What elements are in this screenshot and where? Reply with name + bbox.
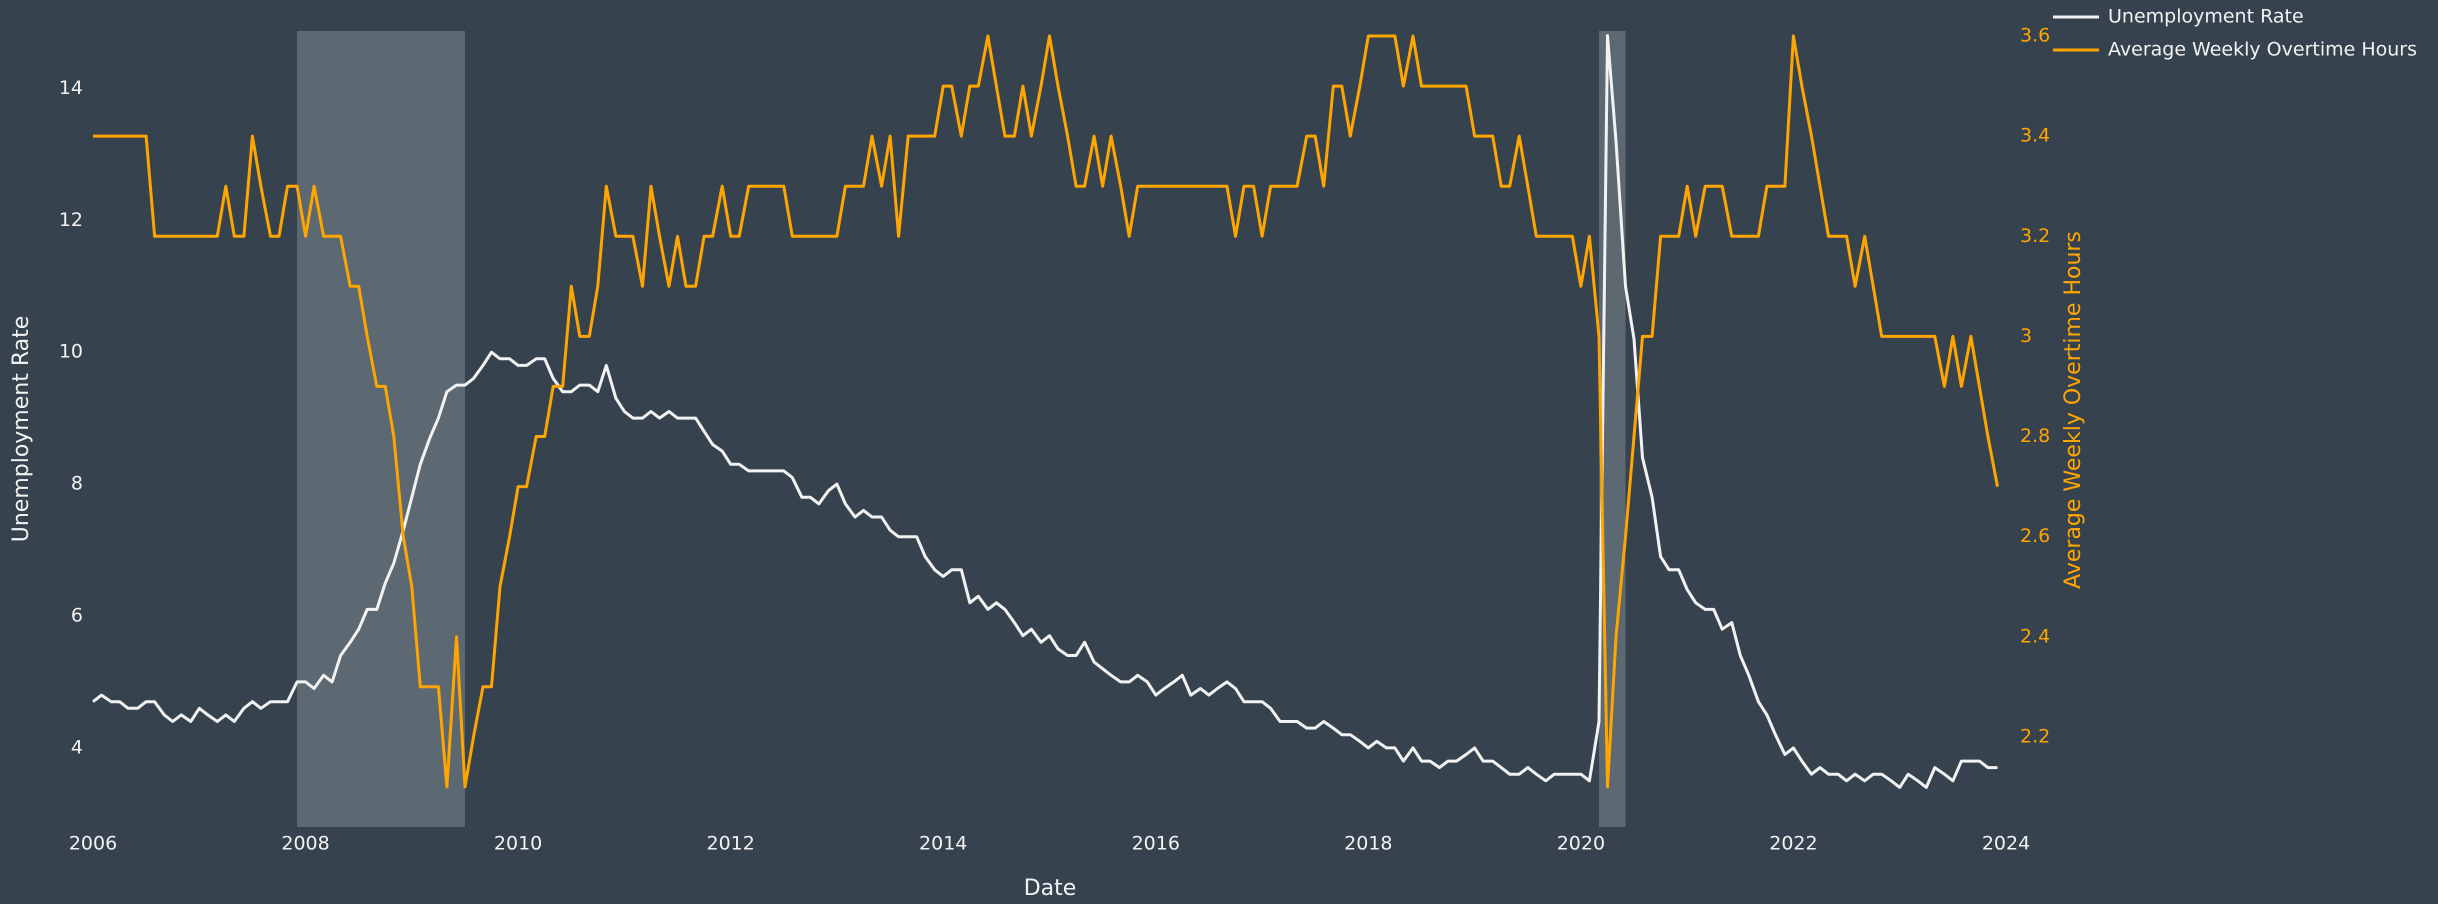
x-tick-label: 2006 xyxy=(69,833,117,855)
y2-tick-label: 3.6 xyxy=(2020,25,2050,47)
y-tick-label: 12 xyxy=(59,209,83,231)
x-tick-label: 2014 xyxy=(919,833,967,855)
x-tick-label: 2012 xyxy=(706,833,754,855)
y2-tick-label: 3 xyxy=(2020,325,2032,347)
x-tick-label: 2010 xyxy=(494,833,542,855)
x-tick-label: 2024 xyxy=(1982,833,2030,855)
y-tick-label: 8 xyxy=(71,473,83,495)
y2-tick-label: 2.8 xyxy=(2020,425,2050,447)
y2-tick-label: 2.2 xyxy=(2020,725,2050,747)
x-tick-label: 2018 xyxy=(1344,833,1392,855)
x-tick-label: 2008 xyxy=(281,833,329,855)
series-line xyxy=(93,34,1999,789)
legend-label: Unemployment Rate xyxy=(2108,6,2304,28)
y-tick-label: 6 xyxy=(71,604,83,626)
x-axis-title: Date xyxy=(1024,876,1077,901)
series-line xyxy=(92,34,1998,789)
x-tick-label: 2016 xyxy=(1132,833,1180,855)
y2-tick-label: 3.2 xyxy=(2020,225,2050,247)
y-tick-label: 10 xyxy=(59,341,83,363)
y-tick-label: 14 xyxy=(59,77,83,99)
y-axis-title: Unemployment Rate xyxy=(9,316,34,543)
legend-label: Average Weekly Overtime Hours xyxy=(2108,39,2417,61)
x-tick-label: 2022 xyxy=(1769,833,1817,855)
y-tick-label: 4 xyxy=(71,736,83,758)
y2-tick-label: 3.4 xyxy=(2020,125,2050,147)
y2-tick-label: 2.4 xyxy=(2020,625,2050,647)
y2-tick-label: 2.6 xyxy=(2020,525,2050,547)
y2-axis-title: Average Weekly Overtime Hours xyxy=(2061,231,2086,589)
recession-band xyxy=(297,31,465,827)
x-tick-label: 2020 xyxy=(1557,833,1605,855)
